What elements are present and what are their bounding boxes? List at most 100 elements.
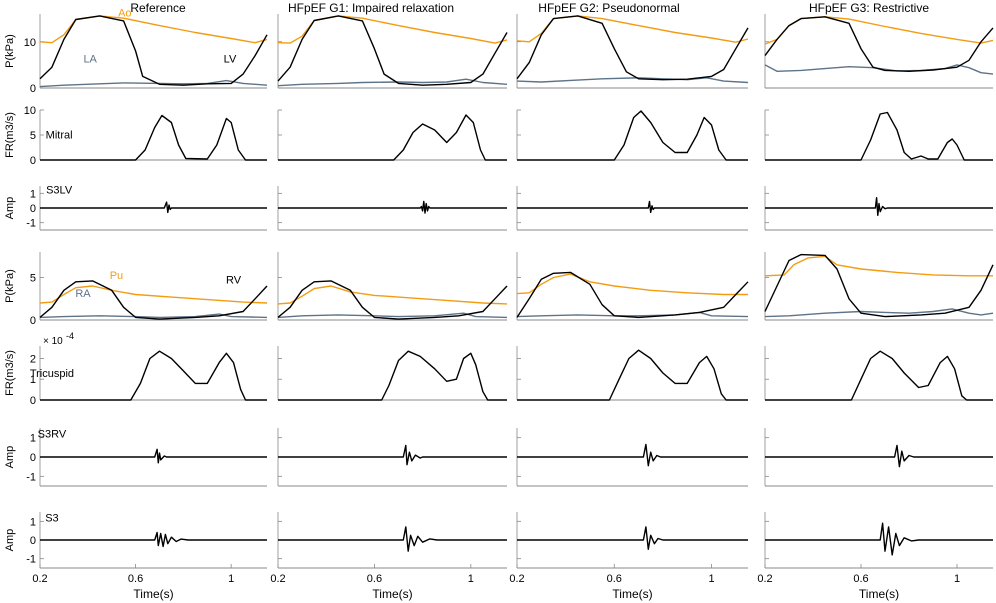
- panel-right-pressure-0: 0 5 Pu RA RV: [30, 252, 268, 327]
- x-axis-label: Time(s): [133, 587, 173, 601]
- series-line-s3-2: [517, 526, 748, 550]
- annotation-la: LA: [83, 54, 97, 66]
- annotation-s3: S3: [45, 512, 58, 524]
- y-tick-label: 2: [30, 353, 36, 365]
- series-line-lv-1: [277, 15, 508, 86]
- series-line-s3rv-1: [278, 444, 507, 466]
- annotation-lv: LV: [224, 54, 237, 66]
- series-line-mitral-3: [765, 111, 993, 161]
- column-titles: Reference HFpEF G1: Impaired relaxation …: [130, 1, 929, 15]
- y-tick-label: 10: [24, 105, 36, 117]
- y-tick-label: 1: [30, 374, 36, 386]
- y-tick-label: 10: [24, 37, 36, 49]
- annotation-ra: RA: [75, 288, 91, 300]
- series-line-tricuspid-2: [517, 349, 748, 401]
- panel-s3lv-2: [516, 186, 748, 231]
- x-tick-label: 1: [708, 573, 714, 585]
- series-line-pu-3: [764, 255, 993, 277]
- y-scale-factor: × 10: [43, 336, 63, 347]
- x-tick-label: 0.2: [270, 573, 285, 585]
- series-line-mitral-2: [517, 110, 748, 161]
- series-line-s3-3: [765, 522, 993, 556]
- panel-right-pressure-3: [764, 252, 994, 321]
- series-line-lv-2: [516, 15, 749, 81]
- panel-s3rv-0: -1 0 1 S3RV: [26, 428, 267, 487]
- series-line-s3lv-1: [278, 200, 507, 214]
- annotation-mitral: Mitral: [46, 130, 73, 142]
- row-s3lv: Amp -1 0 1 S3LV: [4, 184, 993, 231]
- panel-s3lv-0: -1 0 1 S3LV: [26, 184, 267, 231]
- panel-s3-2: 0.2 0.6 1 Time(s): [509, 512, 748, 601]
- x-axis-label: Time(s): [612, 587, 652, 601]
- y-axis-label: FR(m3/s): [4, 112, 16, 158]
- x-tick-label: 0.2: [509, 573, 524, 585]
- column-title-g3: HFpEF G3: Restrictive: [809, 1, 929, 15]
- annotation-pu: Pu: [110, 270, 123, 282]
- annotation-s3rv: S3RV: [38, 429, 67, 441]
- panel-left-pressure-0: 0 10 Ao LA LV: [24, 7, 268, 95]
- y-tick-label: 0: [30, 155, 36, 167]
- series-line-la-0: [39, 79, 268, 88]
- x-tick-label: 0.2: [757, 573, 772, 585]
- panel-s3-1: 0.2 0.6 1 Time(s): [270, 512, 507, 601]
- series-line-rv-2: [516, 271, 749, 319]
- series-line-rv-0: [39, 280, 268, 320]
- x-tick-label: 1: [468, 573, 474, 585]
- series-line-tricuspid-1: [278, 350, 507, 401]
- y-axis-label: Amp: [4, 529, 16, 552]
- series-line-la-2: [516, 77, 749, 84]
- y-axis-label: Amp: [4, 446, 16, 469]
- series-line-mitral-1: [278, 114, 507, 161]
- x-tick-label: 0.2: [32, 573, 47, 585]
- x-axis-label: Time(s): [859, 587, 899, 601]
- series-line-s3lv-3: [765, 197, 993, 216]
- y-tick-label: -1: [26, 218, 36, 230]
- y-axis-label: P(kPa): [4, 34, 16, 68]
- series-line-ra-2: [516, 311, 749, 318]
- series-line-la-1: [277, 78, 508, 87]
- y-tick-label: 1: [30, 433, 36, 445]
- x-axis-label: Time(s): [372, 587, 412, 601]
- panel-s3-3: 0.2 0.6 1 Time(s): [757, 512, 993, 601]
- x-tick-label: 0.6: [367, 573, 382, 585]
- panel-left-pressure-1: [277, 14, 508, 89]
- y-tick-label: -1: [26, 471, 36, 483]
- series-line-s3rv-3: [765, 444, 993, 468]
- series-line-rv-3: [764, 253, 994, 318]
- series-line-s3-1: [278, 526, 507, 552]
- panel-tricuspid-flow-1: [277, 346, 507, 401]
- series-line-tricuspid-0: [40, 350, 267, 401]
- y-tick-label: 0: [30, 535, 36, 547]
- panel-s3-0: -1 0 1 S3 0.2 0.6 1 Time(s): [26, 512, 267, 601]
- series-line-ao-1: [277, 15, 508, 44]
- annotation-ao: Ao: [118, 7, 131, 19]
- panel-tricuspid-flow-3: [764, 346, 993, 401]
- y-tick-label: 5: [30, 130, 36, 142]
- panel-s3lv-1: [277, 186, 507, 231]
- row-s3rv: Amp -1 0 1 S3RV: [4, 428, 993, 487]
- panel-left-pressure-2: [516, 14, 749, 89]
- series-line-lv-0: [39, 15, 268, 86]
- x-tick-label: 1: [228, 573, 234, 585]
- row-right-pressure: P(kPa) 0 5 Pu RA RV: [4, 252, 994, 327]
- column-title-g2: HFpEF G2: Pseudonormal: [538, 1, 679, 15]
- y-tick-label: -1: [26, 554, 36, 566]
- panel-right-pressure-1: [277, 252, 508, 321]
- annotation-s3lv: S3LV: [46, 184, 73, 196]
- y-tick-label: 1: [30, 516, 36, 528]
- y-tick-label: 0: [30, 452, 36, 464]
- panel-mitral-flow-3: [764, 109, 993, 161]
- x-tick-label: 0.6: [853, 573, 868, 585]
- annotation-tricuspid: Tricuspid: [30, 368, 74, 380]
- series-line-tricuspid-3: [765, 350, 993, 401]
- y-tick-label: 0: [30, 395, 36, 407]
- series-line-s3lv-0: [40, 201, 267, 214]
- panel-mitral-flow-2: [516, 109, 748, 161]
- series-line-ao-0: [39, 15, 268, 44]
- series-line-ra-0: [39, 313, 268, 319]
- series-line-pu-1: [277, 285, 508, 305]
- column-title-reference: Reference: [130, 1, 186, 15]
- series-line-pu-2: [516, 273, 748, 296]
- panel-tricuspid-flow-2: [516, 346, 748, 401]
